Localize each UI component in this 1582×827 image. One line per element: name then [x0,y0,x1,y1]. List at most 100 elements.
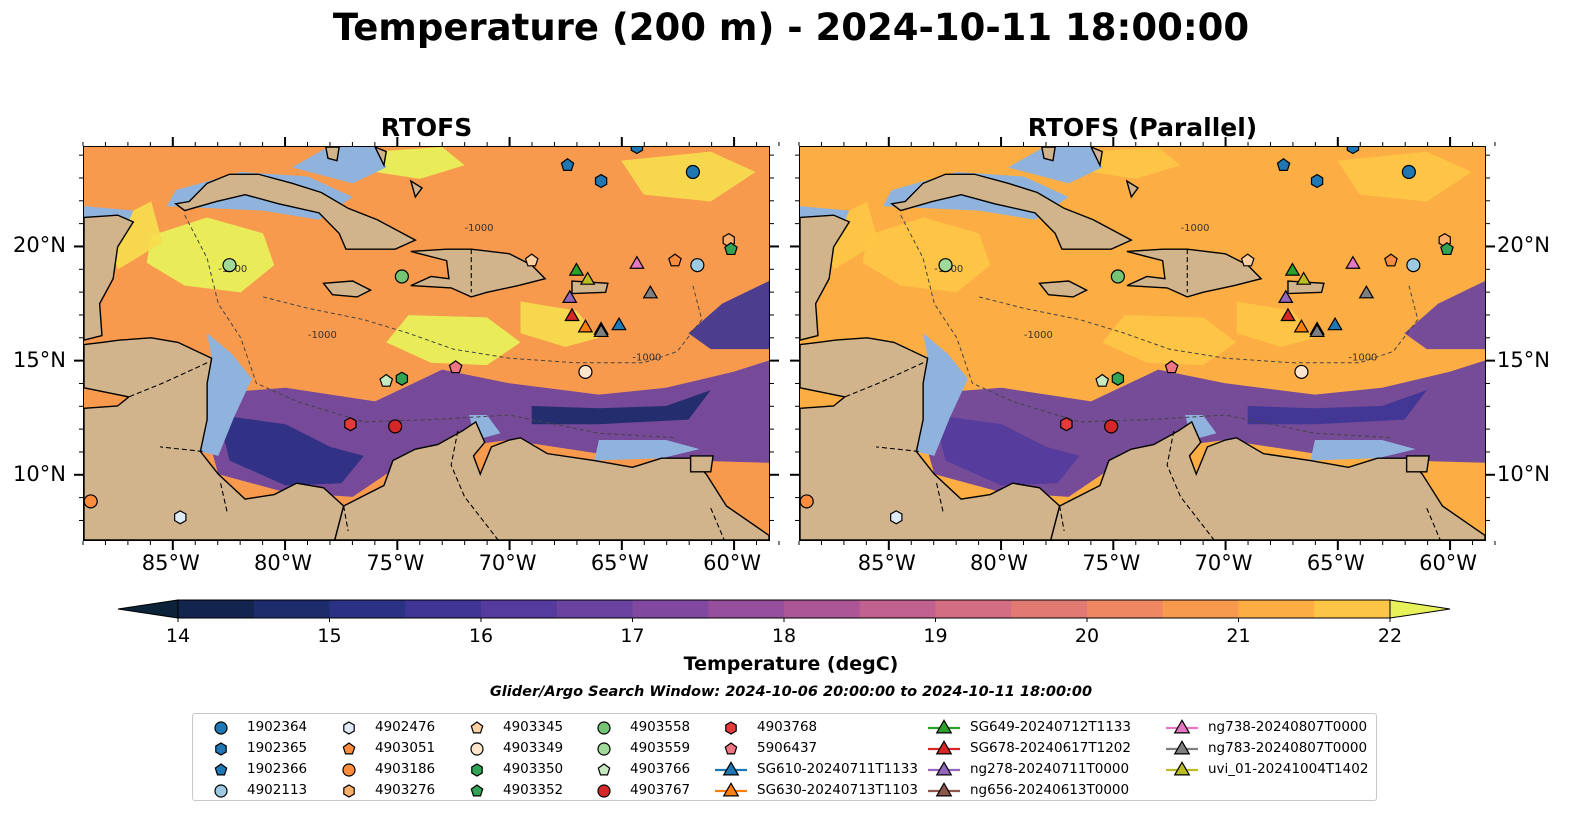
colorbar-tick-label: 18 [771,625,797,647]
legend-item-label: 4903558 [630,719,691,735]
legend-marker-triangle [935,761,953,776]
platform-marker-1902365 [594,173,608,189]
colorbar [117,599,1451,622]
platform-marker-4903767 [388,419,403,434]
colorbar-tick-label: 21 [1226,625,1251,647]
colorbar-segment [556,600,634,618]
legend-item-label: 4902476 [375,719,436,735]
platform-marker-4902476 [890,510,903,525]
platform-marker-4903766 [1095,373,1110,387]
legend-item-label: 4903186 [375,761,436,777]
legend-marker-pentagon [470,784,484,797]
colorbar-segment [329,600,406,618]
platform-marker-SG649-20240712T1133 [1284,262,1301,276]
legend-item-label: 4902113 [247,782,308,798]
legend-item-label: 4903350 [503,761,564,777]
lat-tick-label-right: 15°N [1497,347,1550,372]
legend-marker-circle [597,742,611,756]
platform-marker-4902476 [174,510,187,525]
map-panel-rtofs: -1000-1000-1000-1000 [83,146,770,541]
colorbar-segment [632,600,709,618]
legend-item-label: 4903766 [630,761,691,777]
colorbar-tick-label: 14 [165,625,191,647]
platform-marker-4903345 [1240,253,1255,267]
platform-marker-4903350 [395,371,409,386]
lon-tick-label: 60°W [703,551,762,575]
legend: 1902364 1902365 1902366 4902113 4902476 49030… [192,713,1377,801]
legend-marker-triangle [1173,761,1191,776]
land-mass [1038,280,1089,298]
legend-item-label: ng656-20240613T0000 [970,782,1130,798]
platform-marker-4903558 [1110,269,1125,284]
colorbar-tick-label: 17 [620,625,645,647]
lon-tick-label: 85°W [857,551,916,575]
platform-marker-4903558 [394,269,409,284]
isobath-label: -1000 [1024,330,1053,341]
legend-item-label: 4903051 [375,740,436,756]
platform-marker-4902113 [1406,258,1421,273]
colorbar-segment [784,600,861,618]
platform-marker-4903352 [1440,241,1454,256]
platform-marker-4903768 [1060,417,1073,432]
land-mass [800,214,851,341]
lat-tick-label-left: 15°N [13,347,66,372]
legend-item-label: SG678-20240617T1202 [970,740,1131,756]
legend-marker-pentagon [597,763,611,776]
colorbar-segment [481,600,558,618]
platform-marker-ng783-20240807T0000 [593,323,609,338]
legend-item-label: 4903345 [503,719,564,735]
platform-marker-1902365 [1346,147,1360,155]
legend-item-label: SG610-20240711T1133 [757,761,918,777]
land-mass [174,173,417,250]
platform-marker-4903559 [938,258,953,273]
legend-item-label: 4903276 [375,782,436,798]
legend-marker-triangle [722,761,740,776]
land-mass [84,337,345,540]
colorbar-segment [1011,600,1088,618]
colorbar-extend-min [117,599,179,619]
land-mass [84,214,135,341]
legend-marker-circle [597,784,611,798]
platform-marker-4903352 [724,241,738,256]
legend-marker-hexagon [725,721,737,735]
legend-item-label: 1902366 [247,761,308,777]
legend-marker-hexagon [343,721,355,735]
legend-marker-circle [597,721,611,735]
search-window-text: Glider/Argo Search Window: 2024-10-06 20… [489,684,1093,700]
platform-marker-ng738-20240807T0000 [1345,255,1361,269]
legend-marker-circle [470,742,484,756]
isobath-label: -1000 [1348,353,1377,364]
land-mass [334,420,769,540]
legend-marker-pentagon [214,763,228,776]
colorbar-tick-label: 20 [1074,625,1100,647]
legend-item-label: 4903352 [503,782,564,798]
platform-marker-4903345 [524,253,539,267]
colorbar-segment [1238,600,1315,618]
legend-item-label: 4903349 [503,740,564,756]
platform-marker-4903051 [668,253,682,267]
lon-tick-label: 85°W [141,551,200,575]
panel-title-rtofs: RTOFS [380,113,473,142]
isobath-label: -1000 [308,330,337,341]
land-mass [689,455,714,473]
colorbar-segment [253,600,331,618]
legend-marker-hexagon [343,784,355,798]
lon-tick-label: 65°W [1306,551,1365,575]
platform-marker-SG630-20240713T1103 [577,319,594,333]
legend-marker-triangle [1173,740,1191,755]
lat-tick-label-right: 10°N [1497,461,1550,486]
land-mass [374,147,387,168]
platform-marker-4903766 [379,373,394,387]
platform-marker-4902113 [690,258,705,273]
lon-tick-label: 60°W [1419,551,1478,575]
land-mass [1126,248,1263,298]
lat-tick-label-right: 20°N [1497,233,1550,258]
land-mass [1090,147,1103,168]
land-mass [325,147,340,162]
land-mass [1041,147,1056,162]
colorbar-title: Temperature (degC) [683,653,899,675]
platform-marker-5906437 [1164,360,1179,374]
land-mass [1050,420,1485,540]
legend-item-label: ng783-20240807T0000 [1208,740,1368,756]
land-mass [1405,455,1430,473]
